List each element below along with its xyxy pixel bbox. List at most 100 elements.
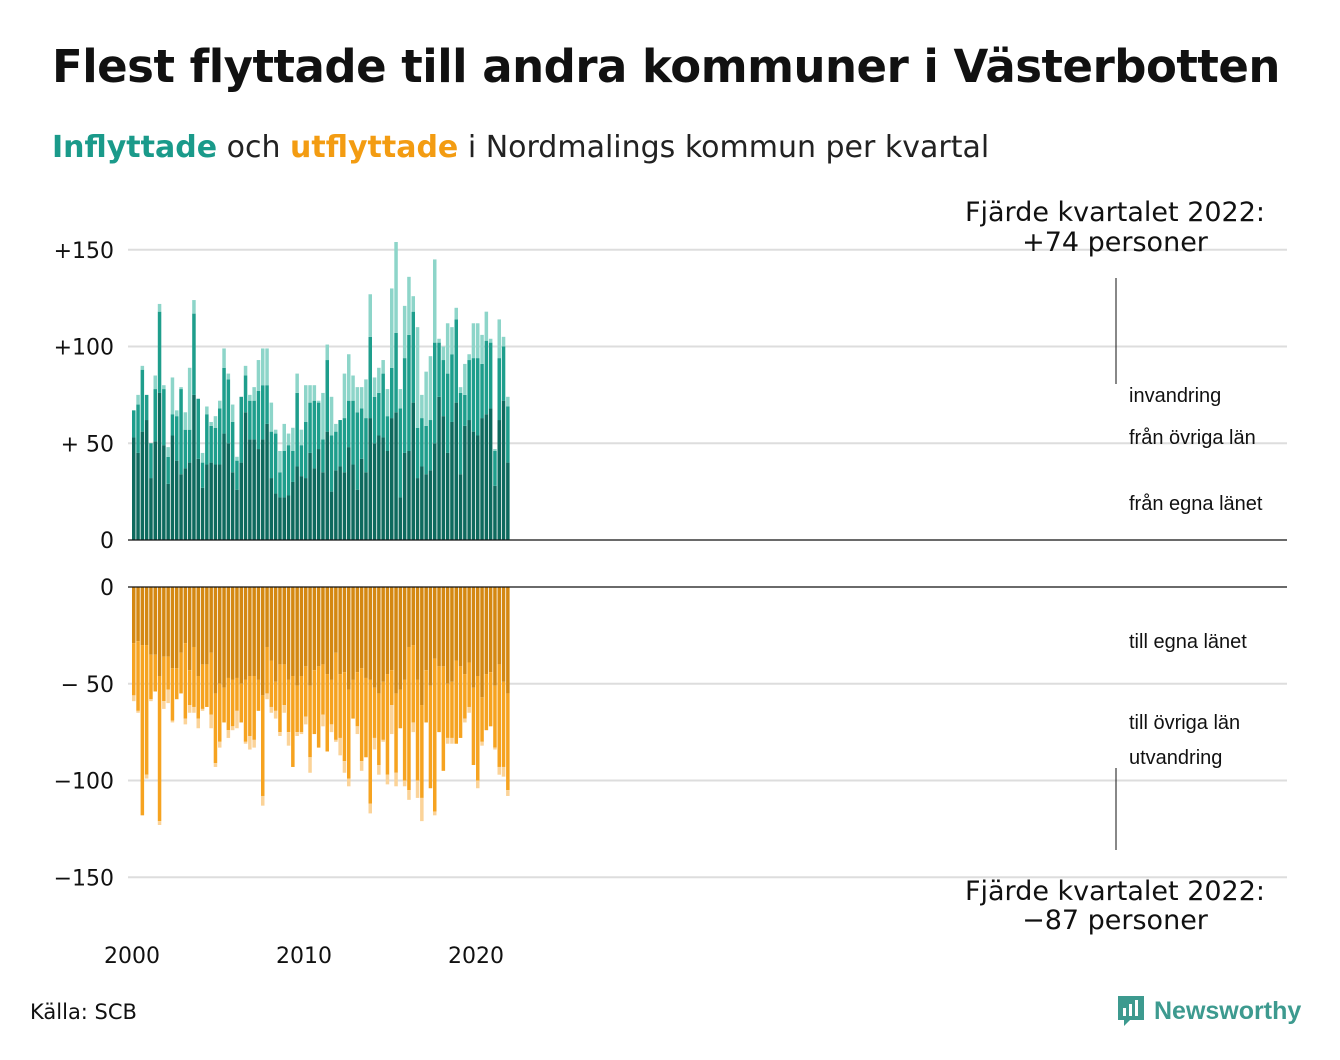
inflow-bar <box>450 327 454 355</box>
outflow-bar <box>467 662 471 707</box>
outflow-bar <box>480 697 484 742</box>
inflow-bar <box>304 421 308 479</box>
outflow-bar <box>329 587 334 680</box>
outflow-bar <box>372 687 377 738</box>
x-tick-label: 2020 <box>448 944 504 969</box>
inflow-bar <box>325 360 329 432</box>
outflow-bar <box>355 587 360 673</box>
inflow-bar <box>359 458 364 540</box>
inflow-bar <box>402 358 407 453</box>
inflow-bar <box>463 394 467 426</box>
inflow-bar <box>140 365 145 370</box>
inflow-bar <box>175 410 179 417</box>
outflow-bar <box>351 679 355 719</box>
y-tick-label-bottom: 0 <box>100 576 114 601</box>
axis-layer: +150 +100 + 50 0 0 − 50 −100 −150 2000 2010 2020 <box>54 239 1287 969</box>
outflow-bar <box>243 587 248 680</box>
inflow-bar <box>248 439 252 540</box>
inflow-bar <box>351 375 355 401</box>
outflow-bar <box>312 587 317 671</box>
inflow-bar <box>441 360 446 417</box>
inflow-bar <box>480 334 484 364</box>
inflow-bar <box>428 420 433 471</box>
inflow-bar <box>359 387 364 409</box>
inflow-bar <box>295 392 299 467</box>
outflow-bar <box>235 677 239 711</box>
inflow-bar <box>334 470 338 540</box>
outflow-bar <box>295 587 299 686</box>
inflow-bar <box>222 348 226 368</box>
inflow-bar <box>183 429 188 469</box>
outflow-bar <box>299 732 304 735</box>
inflow-bar <box>252 400 256 440</box>
outflow-bar <box>437 587 441 667</box>
outflow-bar <box>252 587 256 677</box>
inflow-bar <box>329 396 334 436</box>
outflow-bar <box>226 677 231 731</box>
inflow-bar <box>248 400 252 440</box>
inflow-bar <box>252 439 256 540</box>
outflow-bar <box>368 587 372 680</box>
outflow-bar <box>218 587 222 684</box>
inflow-bar <box>390 418 394 541</box>
inflow-bar <box>390 367 394 419</box>
outflow-bar <box>497 587 501 665</box>
outflow-bar <box>364 677 368 758</box>
inflow-bar <box>497 420 501 540</box>
inflow-bar <box>372 443 377 540</box>
inflow-bar <box>484 414 489 541</box>
outflow-bar <box>355 672 360 727</box>
inflow-bar <box>342 418 347 473</box>
inflow-bar <box>286 433 291 446</box>
outflow-bar <box>299 676 304 733</box>
inflow-bar <box>136 404 140 453</box>
inflow-bar <box>299 476 304 540</box>
inflow-bar <box>394 242 398 333</box>
outflow-bar <box>338 587 342 675</box>
inflow-bar <box>471 431 476 540</box>
inflow-bar <box>183 468 188 540</box>
chart-title: Flest flyttade till andra kommuner i Väs… <box>52 40 1280 93</box>
outflow-bar <box>334 652 338 740</box>
outflow-bar <box>144 645 149 775</box>
outflow-bar <box>261 695 265 796</box>
inflow-bar <box>433 259 437 343</box>
outflow-bar <box>261 587 265 696</box>
outflow-bar <box>157 676 162 822</box>
outflow-bar <box>364 587 368 678</box>
outflow-bar <box>209 714 213 729</box>
inflow-bar <box>476 323 480 359</box>
outflow-bar <box>209 652 213 715</box>
outflow-bar <box>166 689 170 704</box>
inflow-bar <box>364 418 368 473</box>
outflow-bar <box>433 811 437 816</box>
outflow-bar <box>381 739 385 742</box>
outflow-bar <box>471 587 476 688</box>
outflow-bar <box>368 803 372 814</box>
inflow-bar <box>334 423 338 432</box>
outflow-bar <box>196 718 200 729</box>
inflow-bar <box>261 439 265 540</box>
outflow-bar <box>476 676 480 781</box>
inflow-bar <box>230 472 235 540</box>
outflow-bar <box>420 705 424 798</box>
inflow-bar <box>338 466 342 540</box>
inflow-bar <box>282 423 286 451</box>
inflow-bar <box>291 481 295 540</box>
outflow-bar <box>441 666 446 771</box>
outflow-bar <box>351 587 355 680</box>
outflow-bar <box>265 693 269 700</box>
inflow-bar <box>441 346 446 361</box>
outflow-bar <box>316 666 321 748</box>
inflow-bar <box>437 396 441 540</box>
inflow-bar <box>200 487 205 540</box>
outflow-bar <box>501 681 506 767</box>
inflow-bar <box>144 394 149 421</box>
inflow-bar <box>467 360 471 421</box>
outflow-bar <box>385 774 390 785</box>
outflow-bar <box>291 676 295 767</box>
inflow-bar <box>497 319 501 359</box>
inflow-bar <box>256 391 261 450</box>
inflow-bar <box>265 385 269 424</box>
x-tick-label: 2010 <box>276 944 332 969</box>
